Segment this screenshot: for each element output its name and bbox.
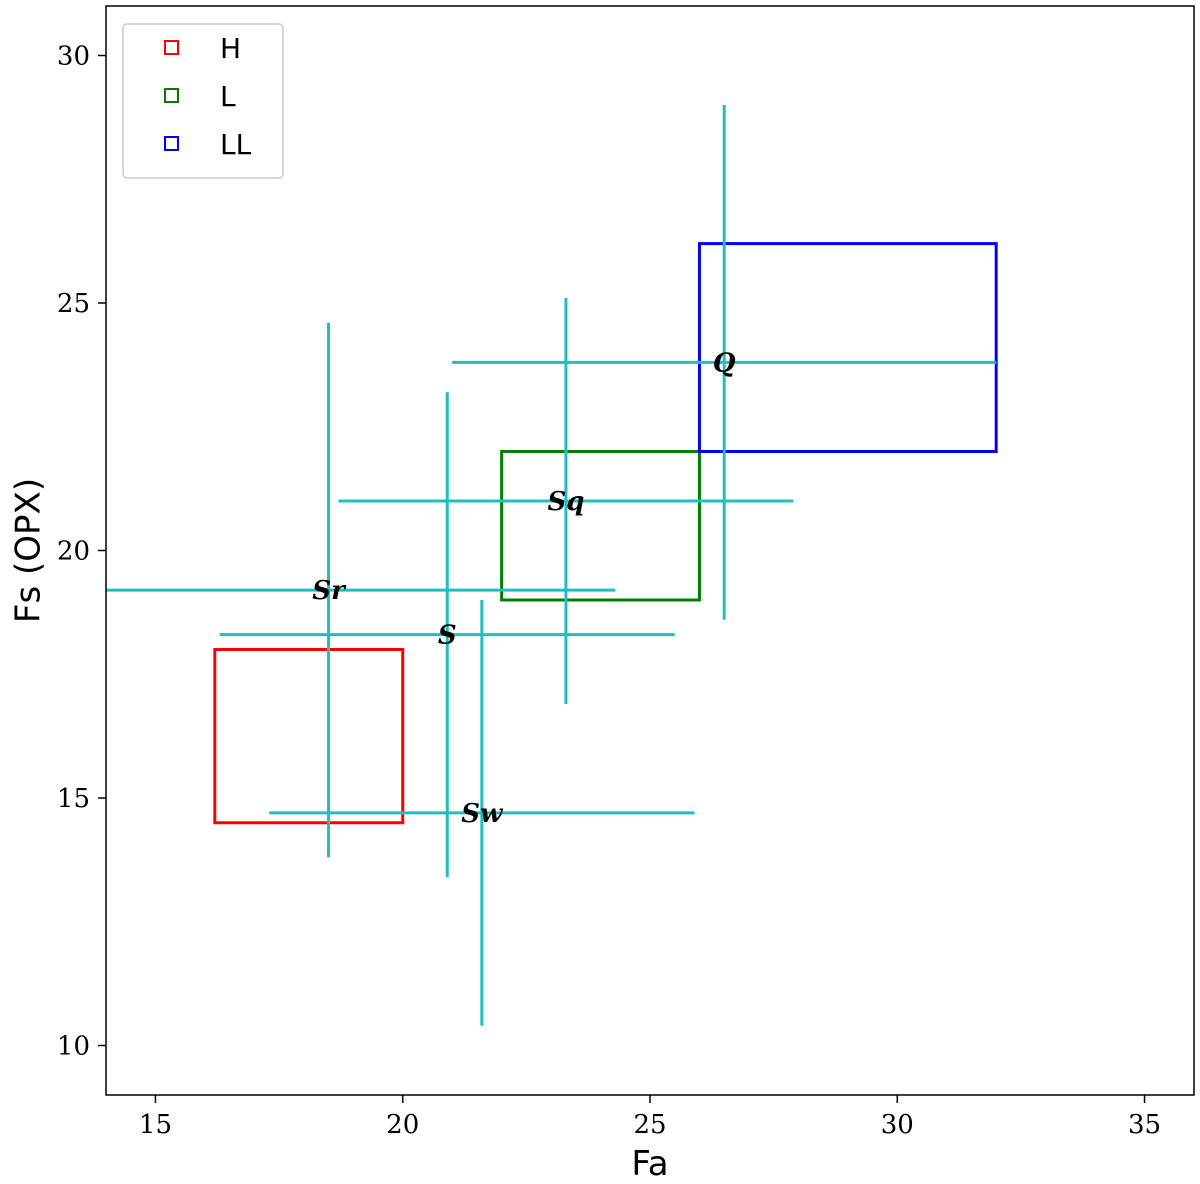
- x-tick-label: 30: [881, 1110, 914, 1140]
- y-tick-label: 30: [57, 42, 90, 72]
- x-axis-label: Fa: [631, 1144, 668, 1184]
- legend-label: H: [220, 32, 241, 65]
- x-tick-label: 20: [386, 1110, 419, 1140]
- legend-label: LL: [220, 128, 252, 161]
- legend-box: [122, 23, 284, 179]
- region-l: [500, 450, 701, 602]
- x-tick-label: 35: [1128, 1110, 1161, 1140]
- legend-item-ll: LL: [164, 128, 252, 161]
- region-ll: [697, 242, 998, 453]
- y-tick-label: 15: [57, 784, 90, 814]
- legend-marker: [164, 88, 179, 103]
- legend-marker: [164, 136, 179, 151]
- axis-ticks: 15 20 25 30 35 10 15 20 25 30: [57, 42, 1161, 1141]
- legend-label: L: [220, 80, 236, 113]
- y-tick-label: 20: [57, 537, 90, 567]
- plot-content: Q Sq Sr S Sw: [106, 105, 998, 1026]
- y-tick-label: 10: [57, 1032, 90, 1062]
- legend-marker: [164, 40, 179, 55]
- data-point-s: S: [219, 392, 675, 878]
- legend-item-h: H: [164, 32, 241, 65]
- region-h: [213, 648, 405, 825]
- x-tick-label: 15: [139, 1110, 172, 1140]
- y-tick-label: 25: [57, 289, 90, 319]
- point-label: S: [438, 621, 457, 651]
- legend-item-l: L: [164, 80, 236, 113]
- point-label: Q: [713, 348, 736, 378]
- data-point-sq: Sq: [338, 298, 794, 704]
- point-label: Sw: [461, 799, 504, 829]
- data-point-q: Q: [452, 105, 997, 620]
- data-point-sr: Sr: [106, 322, 616, 858]
- point-label: Sr: [312, 576, 347, 606]
- x-tick-label: 25: [633, 1110, 666, 1140]
- y-axis-label: Fs (OPX): [9, 478, 49, 623]
- data-point-sw: Sw: [269, 600, 695, 1026]
- point-label: Sq: [547, 487, 584, 517]
